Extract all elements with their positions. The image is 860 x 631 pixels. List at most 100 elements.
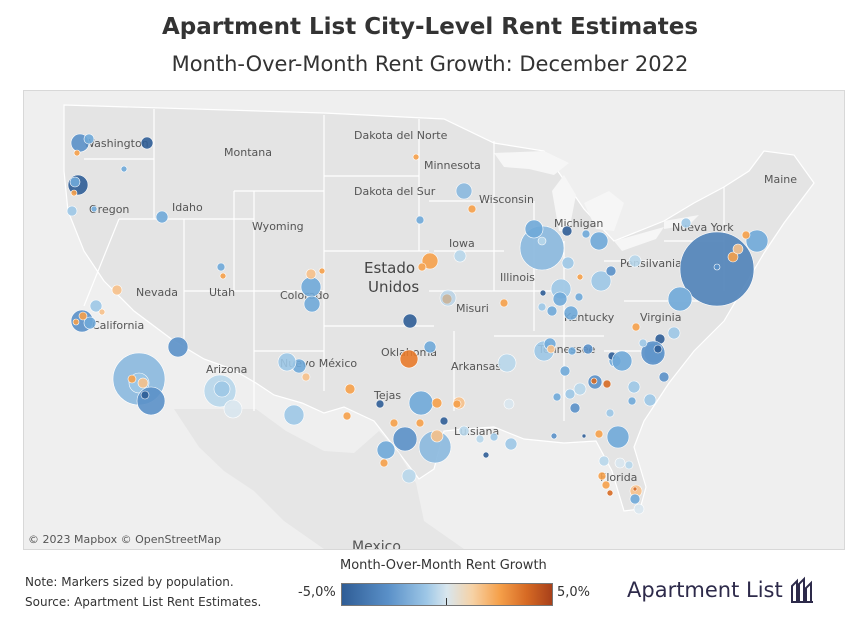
marker[interactable] bbox=[120, 165, 128, 173]
marker[interactable] bbox=[713, 263, 721, 271]
marker-san-diego[interactable] bbox=[136, 386, 166, 416]
marker-atlanta[interactable] bbox=[573, 382, 587, 396]
marker[interactable] bbox=[439, 289, 457, 307]
marker[interactable] bbox=[653, 344, 663, 354]
marker[interactable] bbox=[66, 205, 78, 217]
marker[interactable] bbox=[475, 434, 485, 444]
marker[interactable] bbox=[489, 432, 499, 442]
marker[interactable] bbox=[412, 153, 420, 161]
marker[interactable] bbox=[431, 397, 443, 409]
marker[interactable] bbox=[546, 305, 558, 317]
marker[interactable] bbox=[467, 204, 477, 214]
marker[interactable] bbox=[137, 377, 149, 389]
marker[interactable] bbox=[643, 393, 657, 407]
marker[interactable] bbox=[415, 215, 425, 225]
marker[interactable] bbox=[524, 219, 544, 239]
marker[interactable] bbox=[504, 437, 518, 451]
marker-denver[interactable] bbox=[300, 276, 322, 298]
marker[interactable] bbox=[632, 486, 638, 492]
marker[interactable] bbox=[458, 425, 470, 437]
marker[interactable] bbox=[379, 458, 389, 468]
marker[interactable] bbox=[564, 388, 576, 400]
marker[interactable] bbox=[305, 268, 317, 280]
marker[interactable] bbox=[629, 493, 641, 505]
marker[interactable] bbox=[552, 291, 568, 307]
marker[interactable] bbox=[213, 380, 231, 398]
marker[interactable] bbox=[546, 344, 556, 354]
marker[interactable] bbox=[301, 372, 311, 382]
marker[interactable] bbox=[667, 326, 681, 340]
marker[interactable] bbox=[417, 262, 427, 272]
marker[interactable] bbox=[421, 252, 439, 270]
marker[interactable] bbox=[602, 379, 612, 389]
marker-austin[interactable] bbox=[392, 426, 418, 452]
marker[interactable] bbox=[78, 311, 88, 321]
marker-minneapolis[interactable] bbox=[453, 249, 467, 263]
marker[interactable] bbox=[550, 432, 558, 440]
marker[interactable] bbox=[605, 265, 617, 277]
marker[interactable] bbox=[563, 305, 579, 321]
marker[interactable] bbox=[727, 251, 739, 263]
marker[interactable] bbox=[482, 451, 490, 459]
marker[interactable] bbox=[89, 299, 103, 313]
marker[interactable] bbox=[574, 292, 584, 302]
marker[interactable] bbox=[389, 418, 399, 428]
marker[interactable] bbox=[90, 205, 98, 213]
marker[interactable] bbox=[111, 284, 123, 296]
map-canvas[interactable]: Washington Oregon Idaho Montana Wyoming … bbox=[24, 91, 844, 549]
marker[interactable] bbox=[590, 377, 598, 385]
marker[interactable] bbox=[219, 272, 227, 280]
city-markers[interactable] bbox=[66, 133, 769, 515]
marker-milwaukee[interactable] bbox=[455, 182, 473, 200]
marker[interactable] bbox=[499, 298, 509, 308]
marker[interactable] bbox=[216, 262, 226, 272]
marker[interactable] bbox=[569, 402, 581, 414]
marker[interactable] bbox=[73, 149, 81, 157]
marker[interactable] bbox=[423, 340, 437, 354]
marker-kansas-city[interactable] bbox=[402, 313, 418, 329]
marker[interactable] bbox=[581, 229, 591, 239]
marker[interactable] bbox=[561, 225, 573, 237]
marker-philadelphia[interactable] bbox=[667, 286, 693, 312]
marker[interactable] bbox=[303, 295, 321, 313]
marker[interactable] bbox=[83, 316, 97, 330]
marker[interactable] bbox=[627, 380, 641, 394]
marker[interactable] bbox=[741, 230, 751, 240]
marker[interactable] bbox=[223, 399, 243, 419]
marker[interactable] bbox=[539, 289, 547, 297]
marker[interactable] bbox=[598, 455, 610, 467]
marker[interactable] bbox=[127, 374, 137, 384]
marker[interactable] bbox=[69, 176, 81, 188]
marker-columbus[interactable] bbox=[590, 270, 612, 292]
marker[interactable] bbox=[601, 480, 611, 490]
marker[interactable] bbox=[561, 256, 575, 270]
marker[interactable] bbox=[732, 243, 744, 255]
marker-san-antonio[interactable] bbox=[376, 440, 396, 460]
marker[interactable] bbox=[497, 353, 517, 373]
marker[interactable] bbox=[415, 418, 425, 428]
marker[interactable] bbox=[277, 352, 297, 372]
marker[interactable] bbox=[140, 136, 154, 150]
marker[interactable] bbox=[439, 416, 449, 426]
marker[interactable] bbox=[537, 302, 547, 312]
marker[interactable] bbox=[283, 404, 305, 426]
marker[interactable] bbox=[628, 254, 642, 268]
marker[interactable] bbox=[658, 371, 670, 383]
marker-boston[interactable] bbox=[745, 229, 769, 253]
marker-charlotte[interactable] bbox=[611, 350, 633, 372]
marker-oklahoma-city[interactable] bbox=[399, 349, 419, 369]
marker[interactable] bbox=[597, 471, 607, 481]
marker[interactable] bbox=[155, 210, 169, 224]
marker[interactable] bbox=[70, 189, 78, 197]
marker[interactable] bbox=[552, 392, 562, 402]
marker[interactable] bbox=[559, 365, 571, 377]
marker[interactable] bbox=[581, 433, 587, 439]
marker-jacksonville[interactable] bbox=[606, 425, 630, 449]
marker[interactable] bbox=[430, 429, 444, 443]
marker[interactable] bbox=[72, 318, 80, 326]
marker[interactable] bbox=[680, 217, 692, 229]
marker[interactable] bbox=[605, 408, 615, 418]
marker[interactable] bbox=[633, 503, 645, 515]
marker[interactable] bbox=[98, 308, 106, 316]
marker[interactable] bbox=[567, 346, 577, 356]
